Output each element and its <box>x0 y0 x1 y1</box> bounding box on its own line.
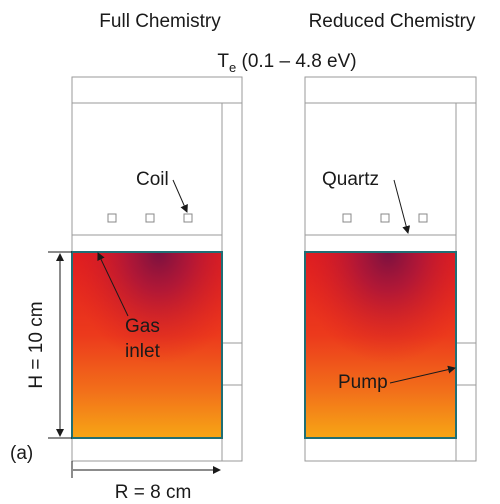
quartz-label: Quartz <box>322 169 379 190</box>
pump-arrow <box>389 365 456 384</box>
chamber-left-border <box>71 251 223 439</box>
hot-spot-left <box>72 252 222 438</box>
height-label: H = 10 cm <box>26 301 47 388</box>
quartz-arrow <box>393 179 411 234</box>
gas-inlet-label-line2: inlet <box>125 341 161 362</box>
radius-label: R = 8 cm <box>115 482 192 503</box>
coil-turn-icon <box>380 213 390 223</box>
reactor-right <box>304 76 477 462</box>
hot-spot-right <box>305 252 456 438</box>
pump-label: Pump <box>338 372 388 393</box>
coil-turn-icon <box>145 213 155 223</box>
coil-label: Coil <box>136 169 169 190</box>
coil-arrow <box>172 179 188 213</box>
panel-label: (a) <box>10 443 33 464</box>
electron-temperature-label: Te (0.1 – 4.8 eV) <box>217 51 356 75</box>
coil-turn-icon <box>342 213 352 223</box>
gas-inlet-label-line1: Gas <box>125 316 160 337</box>
title-reduced-chemistry: Reduced Chemistry <box>309 11 476 32</box>
reactor-left <box>71 76 243 462</box>
coil-turn-icon <box>183 213 193 223</box>
chamber-right-border <box>304 251 457 439</box>
title-full-chemistry: Full Chemistry <box>99 11 221 32</box>
gas-inlet-arrow <box>97 252 129 317</box>
coil-turn-icon <box>107 213 117 223</box>
coil-turn-icon <box>418 213 428 223</box>
